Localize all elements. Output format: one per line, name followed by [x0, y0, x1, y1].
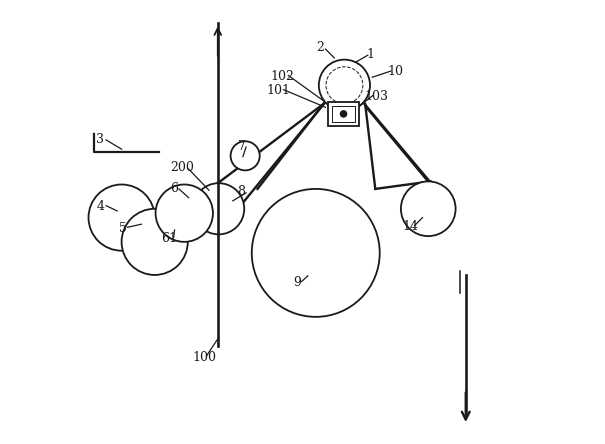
Circle shape: [193, 183, 244, 234]
Circle shape: [252, 189, 380, 317]
Text: 103: 103: [365, 90, 388, 103]
Text: 6: 6: [171, 182, 178, 194]
Text: 61: 61: [162, 232, 177, 245]
Text: 4: 4: [96, 200, 105, 213]
Circle shape: [122, 209, 188, 275]
Circle shape: [341, 111, 347, 117]
Text: 200: 200: [171, 161, 194, 174]
Bar: [332, 106, 355, 122]
Circle shape: [319, 59, 370, 111]
Text: 8: 8: [237, 186, 245, 198]
Text: 7: 7: [238, 139, 246, 153]
Circle shape: [155, 185, 213, 242]
Text: 101: 101: [266, 84, 290, 97]
Text: 5: 5: [119, 222, 126, 235]
Text: 100: 100: [192, 351, 217, 365]
Text: 102: 102: [270, 70, 295, 83]
Circle shape: [88, 185, 155, 251]
Text: 1: 1: [367, 48, 375, 61]
Circle shape: [326, 67, 363, 103]
Bar: [328, 102, 359, 126]
Text: 10: 10: [387, 65, 403, 79]
Text: 2: 2: [316, 41, 324, 54]
Text: 3: 3: [96, 133, 105, 146]
Circle shape: [401, 182, 456, 236]
Text: 9: 9: [293, 276, 301, 289]
Text: 14: 14: [402, 220, 419, 233]
Circle shape: [231, 141, 260, 170]
